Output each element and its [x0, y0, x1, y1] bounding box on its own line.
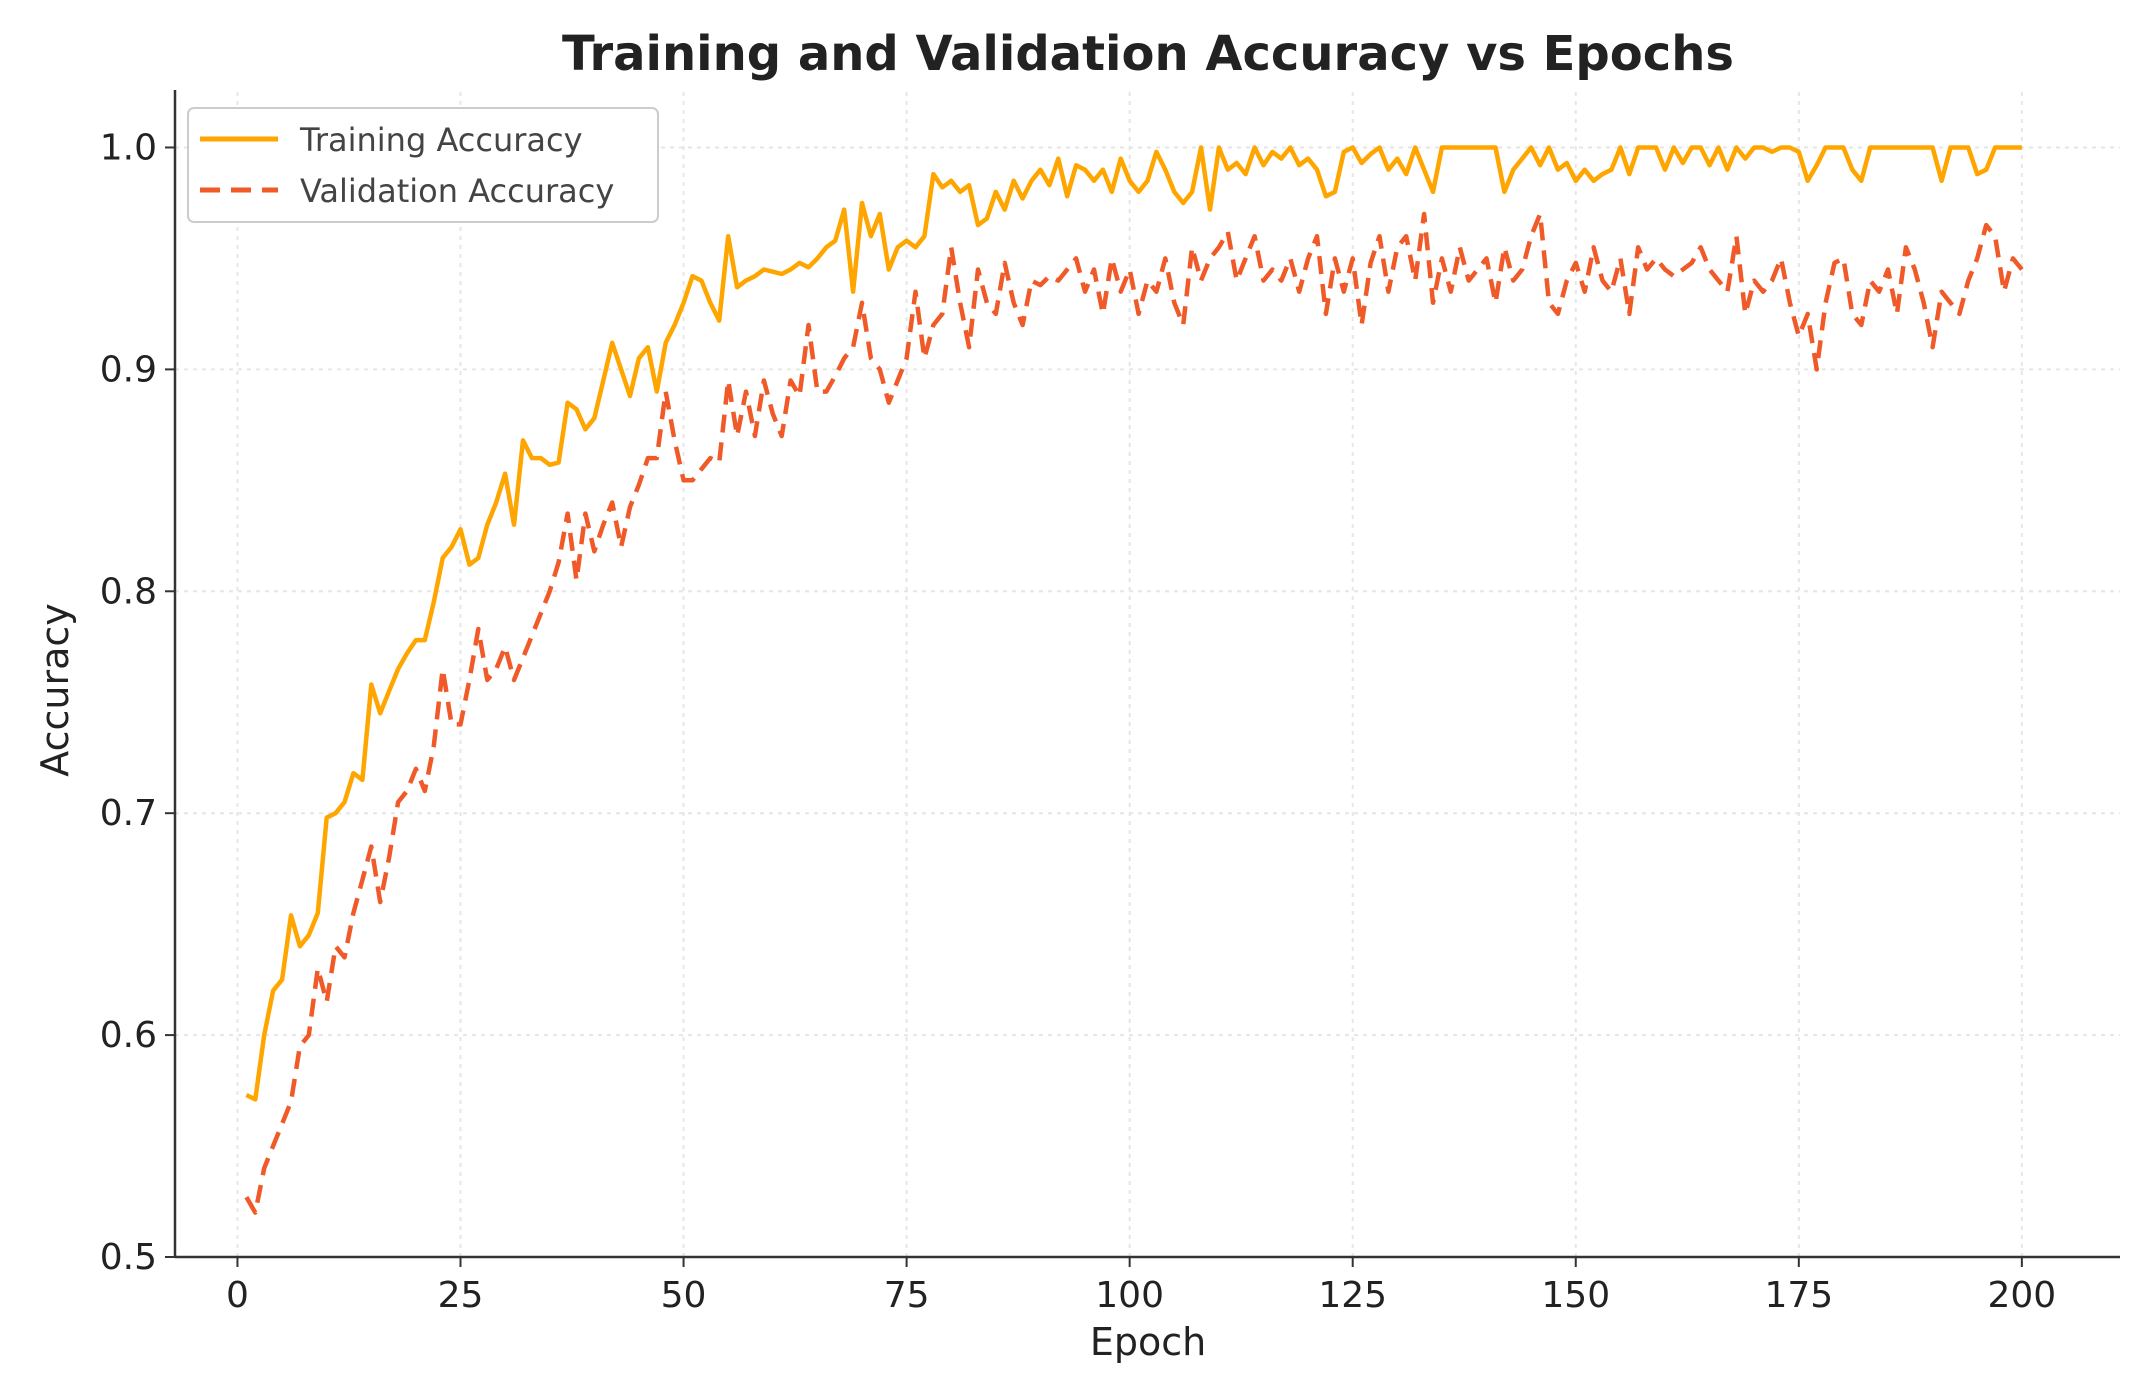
x-tick-label: 75 — [884, 1275, 930, 1316]
x-tick-label: 25 — [438, 1275, 484, 1316]
y-tick-label: 0.5 — [100, 1237, 157, 1278]
tick-labels: 0 25 50 75 100 125 150 175 200 0.5 0.6 0.7 0.8 0.9 1.0 — [100, 127, 2056, 1316]
y-axis-label: Accuracy — [33, 603, 77, 777]
x-tick-label: 0 — [226, 1275, 249, 1316]
x-axis-label: Epoch — [1090, 1320, 1206, 1364]
y-tick-label: 0.9 — [100, 349, 157, 390]
legend-box — [187, 107, 659, 223]
x-tick-label: 100 — [1095, 1275, 1164, 1316]
legend-training-label: Training Accuracy — [299, 121, 583, 159]
axes — [165, 90, 2120, 1267]
y-tick-label: 1.0 — [100, 127, 157, 168]
y-tick-label: 0.7 — [100, 793, 157, 834]
x-tick-label: 175 — [1764, 1275, 1833, 1316]
legend-validation-label: Validation Accuracy — [300, 172, 614, 210]
grid — [175, 92, 2120, 1258]
legend: Training Accuracy Validation Accuracy — [187, 107, 659, 223]
x-tick-label: 150 — [1541, 1275, 1610, 1316]
chart-title: Training and Validation Accuracy vs Epoc… — [562, 26, 1734, 82]
validation-accuracy-line — [244, 211, 2024, 1215]
series-lines — [244, 145, 2024, 1215]
y-tick-label: 0.8 — [100, 571, 157, 612]
training-accuracy-line — [245, 145, 2022, 1102]
x-tick-label: 50 — [661, 1275, 707, 1316]
x-tick-label: 200 — [1987, 1275, 2056, 1316]
x-tick-label: 125 — [1318, 1275, 1387, 1316]
y-tick-label: 0.6 — [100, 1015, 157, 1056]
